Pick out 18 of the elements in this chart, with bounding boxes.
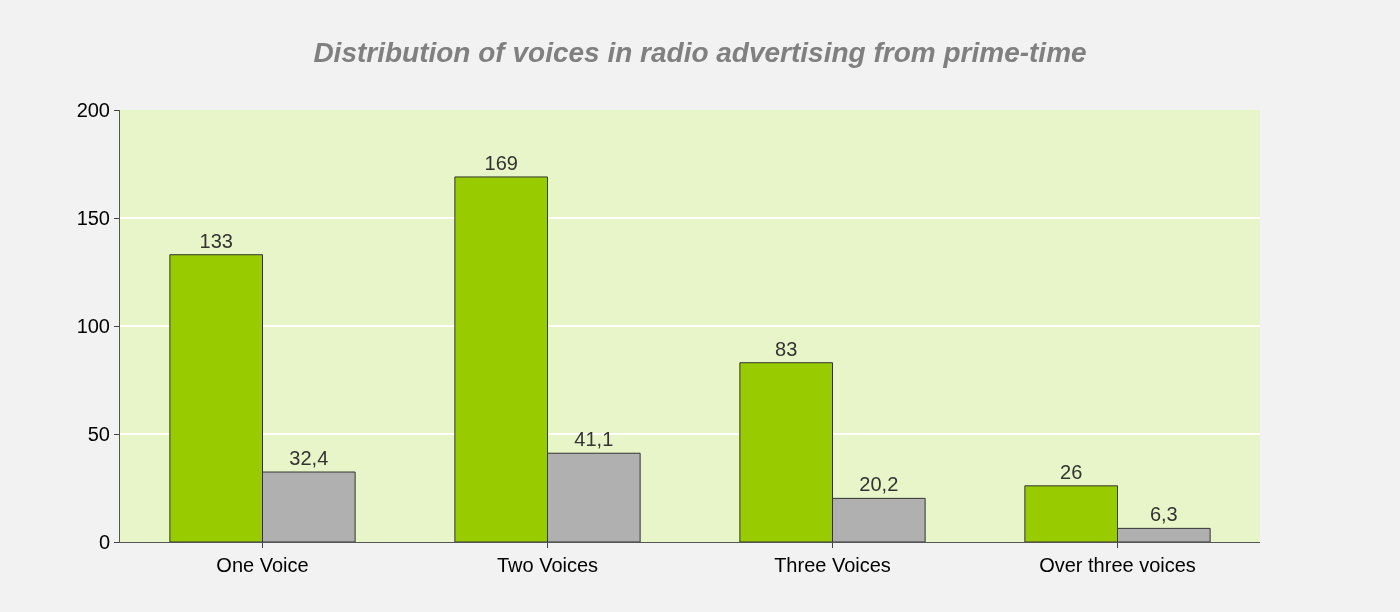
data-label: 32,4 xyxy=(289,447,329,470)
x-tick-label: Two Voices xyxy=(496,554,599,576)
x-tick-label: Over three voices xyxy=(1039,554,1196,576)
data-label: 83 xyxy=(775,337,798,360)
data-label: 41,1 xyxy=(574,428,614,451)
chart-title: Distribution of voices in radio advertising from prime-time xyxy=(313,37,1087,69)
y-tick-label: 200 xyxy=(76,99,110,121)
y-tick-label: 150 xyxy=(76,207,110,229)
y-tick-label: 100 xyxy=(76,315,110,337)
x-tick-label: Three Voices xyxy=(774,554,891,576)
data-label: 20,2 xyxy=(859,473,899,496)
x-tick-label: One Voice xyxy=(216,554,309,576)
y-tick-label: 50 xyxy=(87,423,110,445)
y-tick-label: 0 xyxy=(98,531,110,553)
data-label: 6,3 xyxy=(1149,503,1178,526)
data-label: 133 xyxy=(199,229,233,252)
data-label: 169 xyxy=(484,151,518,174)
data-label: 26 xyxy=(1060,460,1083,483)
